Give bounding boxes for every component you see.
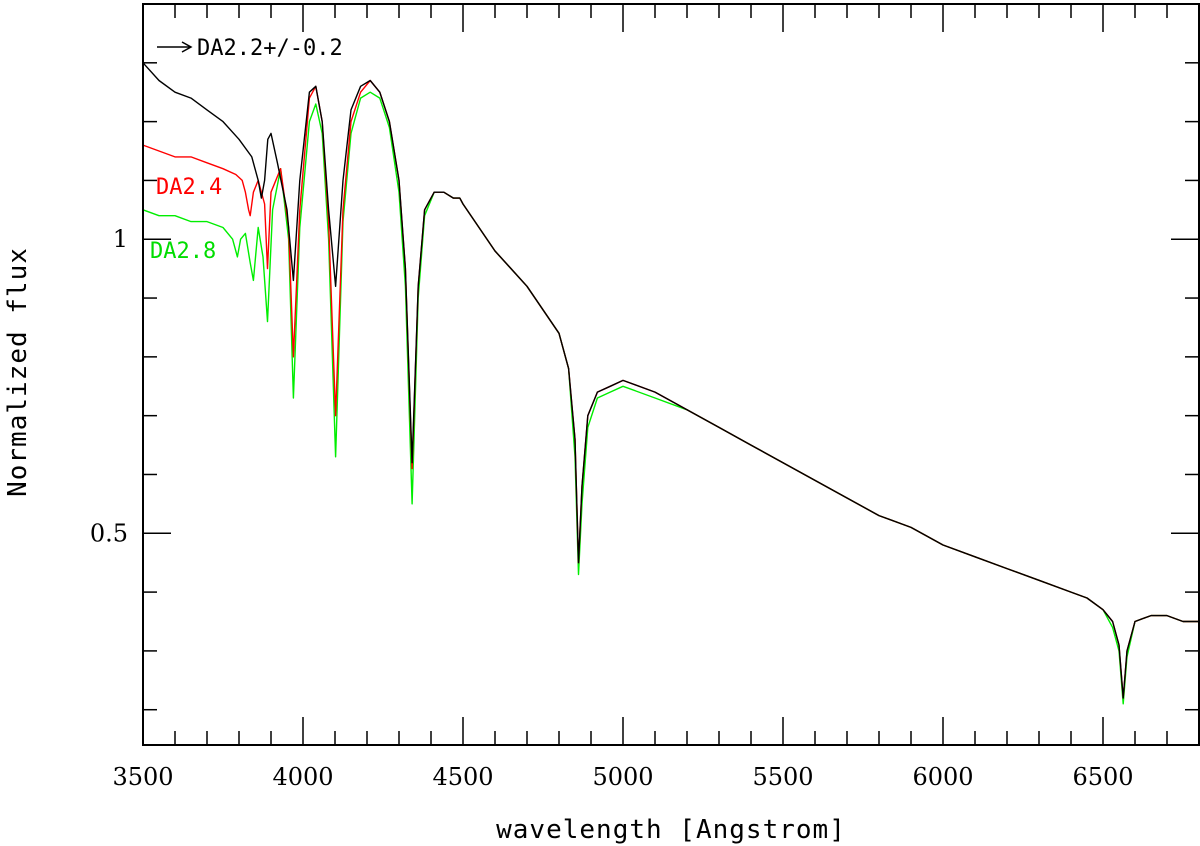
x-axis-title: wavelength [Angstrom] xyxy=(496,815,846,845)
x-tick-label: 3500 xyxy=(112,763,173,791)
annotation-da22: DA2.2+/-0.2 xyxy=(157,36,343,61)
annotation-da22-label: DA2.2+/-0.2 xyxy=(197,36,343,61)
x-tick-label: 5500 xyxy=(752,763,813,791)
labels-layer: 3500 4000 4500 5000 5500 6000 6500 0.5 1 xyxy=(90,225,1134,791)
arrow-head-icon xyxy=(181,41,193,53)
y-axis-title: Normalized flux xyxy=(3,247,33,497)
x-tick-label: 6000 xyxy=(912,763,973,791)
series-layer xyxy=(142,62,1199,705)
plot-frame xyxy=(142,3,1200,746)
annotation-da28-label: DA2.8 xyxy=(150,239,216,264)
y-tick-label: 1 xyxy=(113,225,128,253)
ticks-layer xyxy=(142,3,1200,745)
x-tick-label: 4500 xyxy=(432,763,493,791)
series-line-0 xyxy=(142,62,1199,699)
x-tick-label: 6500 xyxy=(1072,763,1133,791)
x-tick-label: 5000 xyxy=(592,763,653,791)
x-tick-label: 4000 xyxy=(272,763,333,791)
y-tick-label: 0.5 xyxy=(90,519,128,547)
annotation-da24-label: DA2.4 xyxy=(156,175,222,200)
